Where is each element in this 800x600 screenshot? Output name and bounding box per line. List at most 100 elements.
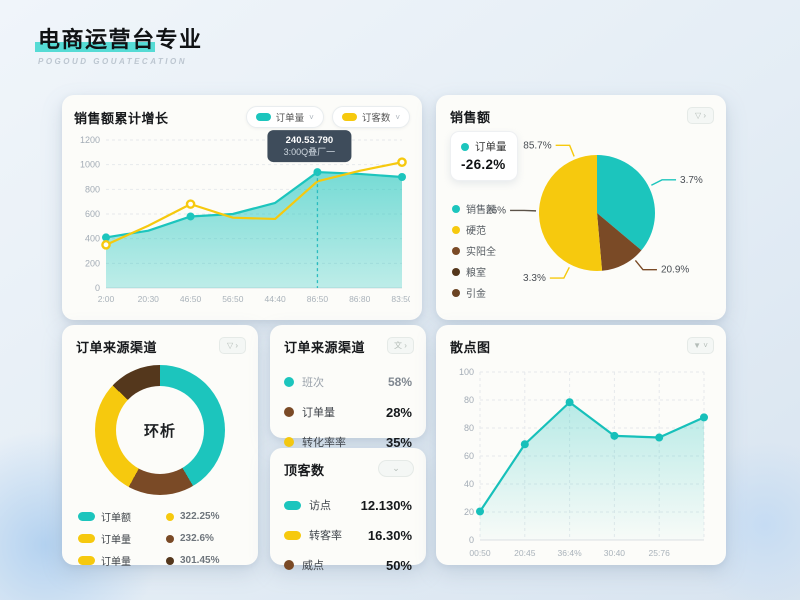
svg-text:25:76: 25:76 [649, 548, 671, 558]
svg-text:00:50: 00:50 [469, 548, 491, 558]
legend-item[interactable]: 订单量 [78, 531, 162, 546]
metric-value: 50% [385, 557, 412, 573]
svg-text:86:80: 86:80 [349, 294, 371, 304]
chevron-down-icon: ˅ [395, 112, 400, 122]
panel-menu-button[interactable]: ▼ ˅ [687, 337, 714, 354]
legend-swatch [452, 267, 460, 276]
panel-title: 订单来源渠道 [76, 340, 158, 355]
svg-text:800: 800 [85, 184, 100, 194]
legend-item[interactable]: 硬范 [452, 222, 496, 237]
list-item[interactable]: 转客率 16.30% [284, 520, 412, 550]
legend-item[interactable]: 订单量 [78, 553, 162, 568]
legend-swatch [78, 512, 95, 521]
svg-text:0: 0 [469, 535, 474, 545]
panel-title: 散点图 [450, 340, 491, 355]
svg-text:3:00Q叠厂一: 3:00Q叠厂一 [284, 147, 336, 157]
pie-label: 20.9% [661, 265, 689, 276]
list-item[interactable]: 威点 50% [284, 550, 412, 580]
series-dot [461, 142, 469, 151]
sales-growth-chart[interactable]: 1200 1000 800 600 400 200 02:00 20:30 46:50 56:50… [74, 128, 413, 308]
metric-value: 35% [385, 434, 412, 450]
panel-menu-button[interactable]: ⌄ [378, 460, 414, 477]
panel-title: 订单来源渠道 [284, 340, 366, 355]
panel-menu-button[interactable]: ▽ › [219, 337, 246, 354]
legend-value: 322.25% [180, 511, 220, 522]
metric-swatch [284, 560, 294, 570]
legend-swatch [452, 288, 460, 297]
svg-text:83:50: 83:50 [391, 294, 410, 304]
metric-value: 58% [387, 375, 412, 389]
legend-item[interactable]: 引金 [452, 285, 496, 300]
page-title: 电商运营台专业 [38, 27, 203, 52]
svg-text:0: 0 [95, 283, 100, 293]
donut-legend: 订单额 322.25% 订单量 232.6% 订单量 301.45% [78, 509, 250, 568]
scatter-chart[interactable]: 100 80 80 60 40 20 0 00:50 20:45 36:4% 30:40 25:76 [450, 362, 714, 562]
panel-title: 销售额累计增长 [74, 110, 169, 126]
legend-label: 引金 [466, 289, 486, 300]
legend-item[interactable]: 实阳全 [452, 243, 496, 258]
legend-item[interactable]: 订单额 [78, 509, 162, 524]
legend-value-item: 301.45% [166, 553, 250, 568]
svg-text:600: 600 [85, 209, 100, 219]
svg-text:240.53.790: 240.53.790 [286, 135, 334, 146]
metric-swatch [284, 500, 301, 510]
legend-value-item: 322.25% [166, 509, 250, 524]
page-subtitle: POGOUD GOUATECATION [38, 57, 187, 66]
legend-label: 订单量 [101, 557, 131, 568]
legend-label: 硬范 [466, 226, 486, 237]
page-header: 电商运营台专业 POGOUD GOUATECATION [35, 22, 203, 66]
legend-label: 销售额 [466, 205, 496, 216]
svg-text:400: 400 [85, 234, 100, 244]
svg-text:1200: 1200 [80, 135, 100, 145]
svg-text:44:40: 44:40 [265, 294, 287, 304]
panel-sales-pie: 销售额 ▽ › 订单量 -26.2% 销售额 硬范 实阳全 粮室 引金 85.7% 3.7… [436, 95, 726, 320]
legend-swatch [166, 534, 174, 543]
panel-title: 顶客数 [284, 463, 325, 478]
list-item[interactable]: 访点 12.130% [284, 490, 412, 520]
svg-text:56:50: 56:50 [222, 294, 244, 304]
svg-text:80: 80 [464, 423, 474, 433]
series-toggle-group: 订单量 ˅ 订客数 ˅ [245, 106, 410, 128]
list-item[interactable]: 班次 58% [284, 367, 412, 397]
panel-scatter: 散点图 ▼ ˅ 100 80 80 60 40 20 0 00:50 20:45 36:4% 30:… [436, 325, 726, 565]
metric-swatch [284, 437, 294, 447]
metric-value: 28% [385, 404, 412, 420]
metric-swatch [284, 530, 301, 540]
legend-label: 粮室 [466, 268, 486, 279]
legend-swatch [452, 204, 460, 213]
legend-item[interactable]: 粮室 [452, 264, 496, 279]
metric-list: 班次 58% 订单量 28% 转化率率 35% [284, 367, 412, 457]
legend-swatch [78, 534, 95, 543]
legend-label: 订单量 [275, 113, 305, 124]
chevron-down-icon: ˅ [309, 112, 314, 122]
series-toggle[interactable]: 订单量 ˅ [245, 106, 324, 128]
metric-list: 访点 12.130% 转客率 16.30% 威点 50% [284, 490, 412, 580]
svg-text:1000: 1000 [80, 160, 100, 170]
legend-value-item: 232.6% [166, 531, 250, 546]
legend-value: 301.45% [180, 555, 220, 566]
list-item[interactable]: 订单量 28% [284, 397, 412, 427]
svg-text:20: 20 [464, 507, 474, 517]
legend-swatch [452, 246, 460, 255]
metric-label: 访点 [309, 500, 331, 512]
list-item[interactable]: 转化率率 35% [284, 427, 412, 457]
donut-chart[interactable]: 环析 [95, 365, 225, 495]
svg-text:100: 100 [459, 367, 474, 377]
svg-text:86:50: 86:50 [307, 294, 329, 304]
panel-menu-button[interactable]: 文 › [387, 337, 414, 354]
panel-title: 销售额 [450, 110, 491, 125]
legend-item[interactable]: 销售额 [452, 201, 496, 216]
series-toggle[interactable]: 订客数 ˅ [331, 106, 410, 128]
panel-visitors-list: 顶客数 ⌄ 访点 12.130% 转客率 16.30% 威点 50% [270, 448, 426, 573]
sales-pie-chart[interactable]: 85.7% 3.7% 26% 20.9% 3.3% [436, 95, 726, 320]
pie-label: 3.3% [523, 273, 546, 284]
svg-text:36:4%: 36:4% [558, 548, 583, 558]
legend-label: 订单额 [101, 513, 131, 524]
legend-swatch [452, 225, 460, 234]
svg-text:60: 60 [464, 451, 474, 461]
metric-label: 转化率率 [302, 437, 346, 449]
panel-order-channel-donut: 订单来源渠道 ▽ › 环析 订单额 322.25% 订单量 232.6% 订单量 301.… [62, 325, 258, 568]
svg-text:30:40: 30:40 [604, 548, 626, 558]
panel-menu-button[interactable]: ▽ › [687, 107, 714, 124]
stat-value: -26.2% [461, 157, 506, 172]
